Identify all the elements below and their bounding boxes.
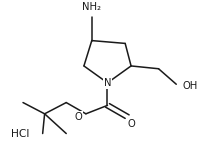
Text: NH₂: NH₂ [82,2,101,12]
Text: OH: OH [182,81,197,91]
Text: N: N [104,78,111,88]
Text: O: O [74,112,82,122]
Text: HCl: HCl [11,129,29,139]
Text: O: O [127,119,135,129]
